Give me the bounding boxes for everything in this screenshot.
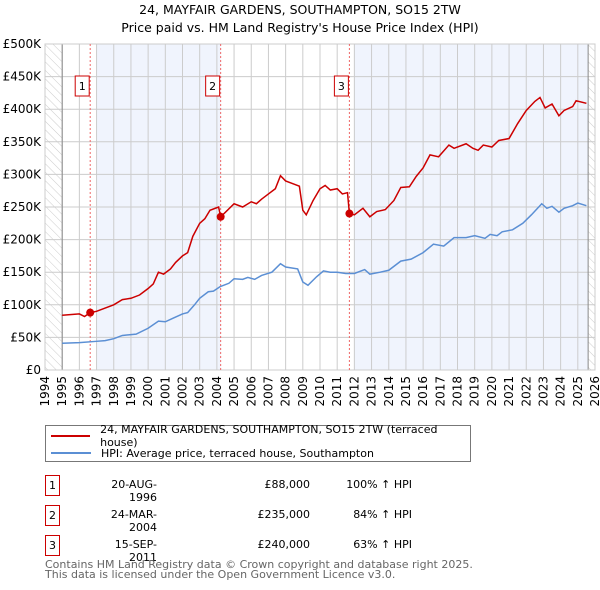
y-tick-label: £250K	[3, 200, 43, 214]
x-tick-label: 2024	[554, 376, 568, 407]
x-tick-label: 2011	[330, 376, 344, 407]
sale-point	[345, 209, 354, 218]
x-tick-label: 2022	[519, 376, 533, 407]
y-tick-label: £350K	[3, 135, 43, 149]
x-tick-label: 2023	[536, 376, 550, 407]
x-tick-label: 2017	[433, 376, 447, 407]
sale-marker-box	[205, 75, 221, 97]
sale-number-box: 3	[45, 535, 60, 556]
x-tick-label: 2001	[158, 376, 172, 407]
x-tick-label: 1997	[90, 376, 104, 407]
y-tick-label: £100K	[3, 298, 43, 312]
sale-marker-box	[333, 75, 349, 97]
chart-title: 24, MAYFAIR GARDENS, SOUTHAMPTON, SO15 2…	[139, 2, 461, 17]
x-tick-label: 2008	[279, 376, 293, 407]
sale-row: 2 24-MAR-2004 £235,000 84% ↑ HPI	[45, 505, 445, 534]
x-tick-label: 2016	[416, 376, 430, 407]
y-tick-label: £300K	[3, 167, 43, 181]
x-tick-label: 2021	[502, 376, 516, 407]
legend-item-property: 24, MAYFAIR GARDENS, SOUTHAMPTON, SO15 2…	[51, 423, 470, 449]
x-tick-label: 2000	[141, 376, 155, 407]
x-tick-label: 2010	[313, 376, 327, 407]
x-tick-label: 2018	[451, 376, 465, 407]
footer-line-1: Contains HM Land Registry data © Crown c…	[45, 558, 473, 571]
sale-hpi-change: 63% ↑ HPI	[353, 538, 412, 551]
footer-line-2: This data is licensed under the Open Gov…	[45, 568, 396, 581]
y-tick-label: £50K	[10, 330, 42, 344]
legend-label: 24, MAYFAIR GARDENS, SOUTHAMPTON, SO15 2…	[100, 423, 438, 449]
y-tick-label: £500K	[3, 37, 43, 51]
sale-number-box: 1	[45, 475, 60, 496]
sale-price: £240,000	[257, 538, 311, 551]
sale-row: 3 15-SEP-2011 £240,000 63% ↑ HPI	[45, 535, 445, 564]
x-tick-label: 2014	[382, 376, 396, 407]
legend-label: HPI: Average price, terraced house, Sout…	[101, 446, 374, 460]
x-tick-label: 2006	[244, 376, 258, 407]
property-price-line	[62, 96, 587, 318]
x-tick-label: 2004	[210, 376, 224, 407]
plot-border	[44, 43, 596, 371]
sale-date: 24-MAR-2004	[110, 508, 157, 534]
sale-price: £88,000	[264, 478, 311, 491]
y-tick-label: £400K	[3, 102, 43, 116]
legend-swatch-blue	[51, 452, 91, 454]
sale-marker-box	[74, 75, 90, 97]
x-tick-label: 2025	[571, 376, 585, 407]
sale-date: 20-AUG-1996	[111, 478, 157, 504]
x-tick-label: 2009	[296, 376, 310, 407]
x-tick-label: 2012	[347, 376, 361, 407]
x-tick-label: 1994	[38, 376, 52, 407]
plot-area: 1994 1995 1996 1997 1998 1999 2000 2001 2002 2003…	[3, 37, 600, 407]
x-tick-label: 1999	[124, 376, 138, 407]
sale-date: 15-SEP-2011	[114, 538, 157, 564]
sale-hpi-change: 84% ↑ HPI	[353, 508, 412, 521]
hpi-line	[62, 202, 587, 345]
y-tick-label: £0	[26, 363, 41, 377]
y-tick-label: £450K	[3, 70, 43, 84]
sale-number-box: 2	[45, 505, 60, 526]
sale-point	[216, 212, 225, 221]
x-tick-label: 1996	[72, 376, 86, 407]
x-tick-label: 1998	[107, 376, 121, 407]
x-tick-label: 2020	[485, 376, 499, 407]
legend: 24, MAYFAIR GARDENS, SOUTHAMPTON, SO15 2…	[45, 423, 471, 462]
x-tick-label: 2019	[468, 376, 482, 407]
x-tick-label: 2013	[365, 376, 379, 407]
sale-hpi-change: 100% ↑ HPI	[346, 478, 412, 491]
x-tick-label: 1995	[55, 376, 69, 407]
sale-row: 1 20-AUG-1996 £88,000 100% ↑ HPI	[45, 475, 445, 504]
chart-subtitle: Price paid vs. HM Land Registry's House …	[121, 20, 479, 35]
sale-marker-number: 2	[209, 80, 216, 93]
x-tick-label: 2003	[193, 376, 207, 407]
legend-swatch-red	[51, 435, 91, 437]
x-tick-label: 2026	[588, 376, 600, 407]
sale-point	[86, 308, 95, 317]
x-tick-label: 2007	[261, 376, 275, 407]
x-tick-label: 2005	[227, 376, 241, 407]
sale-marker-number: 3	[338, 80, 345, 93]
sale-price: £235,000	[257, 508, 311, 521]
x-tick-label: 2002	[176, 376, 190, 407]
y-tick-label: £150K	[3, 265, 43, 279]
x-tick-label: 2015	[399, 376, 413, 407]
y-tick-label: £200K	[3, 233, 43, 247]
sale-marker-number: 1	[79, 80, 86, 93]
legend-item-hpi: HPI: Average price, terraced house, Sout…	[51, 445, 374, 461]
